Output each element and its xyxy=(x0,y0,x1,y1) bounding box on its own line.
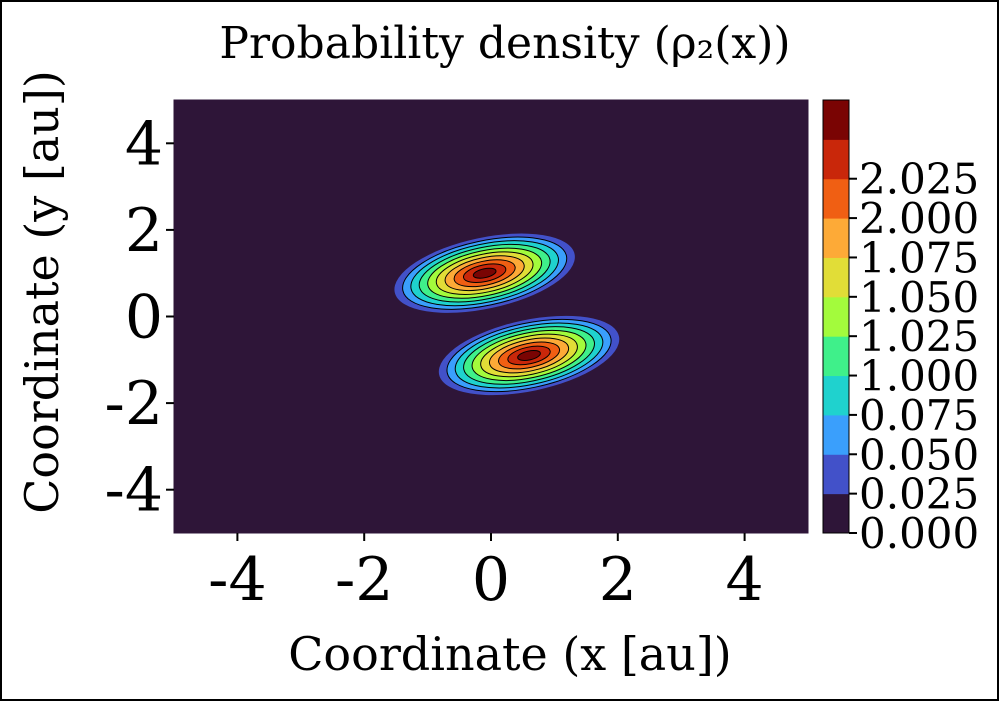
y-axis-label: Coordinate (y [au]) xyxy=(15,70,69,514)
colorbar-segment xyxy=(823,375,849,416)
x-axis-label: Coordinate (x [au]) xyxy=(288,627,732,681)
y-tick-label: 2 xyxy=(125,196,163,266)
chart-title: Probability density (ρ₂(x)) xyxy=(219,18,790,69)
colorbar-tick-label: 1.075 xyxy=(859,233,979,282)
contour-lobe-1 xyxy=(394,233,575,313)
y-tick-label: -2 xyxy=(105,369,163,439)
plot-background xyxy=(174,100,808,533)
x-tick-label: 4 xyxy=(726,545,764,615)
colorbar-border xyxy=(822,99,850,534)
colorbar-segment xyxy=(823,493,849,534)
contour-level-10 xyxy=(472,267,497,279)
colorbar: 0.0000.0250.0500.0751.0001.0251.0501.075… xyxy=(822,99,979,558)
colorbar-tick-label: 2.025 xyxy=(859,155,979,204)
plot-area xyxy=(173,99,809,534)
colorbar-tick-label: 0.075 xyxy=(859,391,979,440)
colorbar-segment xyxy=(823,454,849,495)
colorbar-tick-label: 1.025 xyxy=(859,312,979,361)
y-axis-ticks: 4 2 0 -2 -4 xyxy=(105,109,174,526)
x-tick-label: -2 xyxy=(335,545,393,615)
colorbar-segment xyxy=(823,139,849,180)
colorbar-segment xyxy=(823,296,849,337)
colorbar-tick-label: 1.000 xyxy=(859,352,979,401)
colorbar-segment xyxy=(823,336,849,377)
colorbar-tick-label: 0.025 xyxy=(859,470,979,519)
colorbar-segment xyxy=(823,218,849,258)
x-tick-label: 0 xyxy=(472,545,510,615)
colorbar-tick-label: 0.000 xyxy=(859,509,979,558)
x-tick-label: 2 xyxy=(599,545,637,615)
colorbar-segment xyxy=(823,414,849,455)
y-tick-label: 0 xyxy=(125,283,163,353)
contour-level-10 xyxy=(517,349,541,361)
contour-lobe-2 xyxy=(438,315,620,396)
y-tick-label: -4 xyxy=(105,456,163,526)
colorbar-tick-label: 0.050 xyxy=(859,430,979,479)
x-axis-ticks: -4 -2 0 2 4 xyxy=(208,533,764,615)
colorbar-segment xyxy=(823,178,849,219)
x-tick-label: -4 xyxy=(208,545,266,615)
colorbar-tick-label: 1.050 xyxy=(859,273,979,322)
y-tick-label: 4 xyxy=(125,109,163,179)
colorbar-tick-label: 2.000 xyxy=(859,194,979,243)
colorbar-segment xyxy=(823,100,849,140)
colorbar-segment xyxy=(823,257,849,298)
